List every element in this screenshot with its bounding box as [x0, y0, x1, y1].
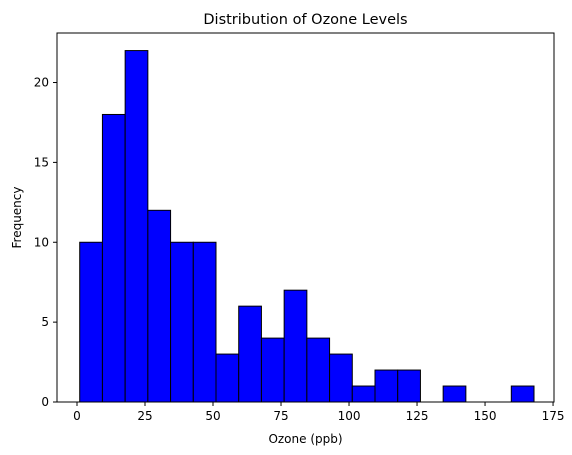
y-axis-label: Frequency	[10, 187, 24, 249]
histogram-bar	[215, 353, 240, 403]
x-axis-label: Ozone (ppb)	[268, 432, 342, 446]
x-tick-label: 100	[338, 409, 361, 423]
x-tick-label: 75	[273, 409, 288, 423]
y-tick-label: 15	[34, 155, 49, 169]
histogram-bar	[260, 337, 285, 403]
histogram-bar	[192, 241, 217, 403]
x-tick-label: 0	[73, 409, 81, 423]
histogram-bar	[283, 289, 308, 403]
histogram-bar	[238, 305, 262, 403]
x-axis-ticks: 0 25 50 75 100 125 150 175	[73, 402, 565, 423]
x-tick-label: 25	[137, 409, 152, 423]
histogram-bar	[79, 241, 103, 403]
histogram-bar	[101, 113, 126, 403]
histogram-bar	[306, 337, 331, 403]
chart-title: Distribution of Ozone Levels	[203, 12, 407, 28]
y-tick-label: 0	[41, 395, 49, 409]
histogram-bar	[397, 369, 421, 403]
histogram-bar	[124, 50, 149, 403]
x-tick-label: 150	[474, 409, 497, 423]
x-tick-label: 125	[406, 409, 429, 423]
histogram-bar	[374, 369, 399, 403]
y-tick-label: 5	[41, 315, 49, 329]
y-tick-label: 20	[34, 76, 49, 90]
histogram-bar	[147, 209, 172, 403]
histogram-bar	[442, 385, 467, 403]
bars-group	[79, 50, 535, 403]
y-axis-ticks: 0 5 10 15 20	[34, 76, 57, 409]
y-tick-label: 10	[34, 235, 49, 249]
histogram-bar	[170, 241, 194, 403]
histogram-bar	[351, 385, 376, 403]
histogram-bar	[510, 385, 535, 403]
x-tick-label: 50	[205, 409, 220, 423]
plot-frame	[56, 32, 555, 403]
histogram-bar	[329, 353, 353, 403]
x-tick-label: 175	[542, 409, 565, 423]
